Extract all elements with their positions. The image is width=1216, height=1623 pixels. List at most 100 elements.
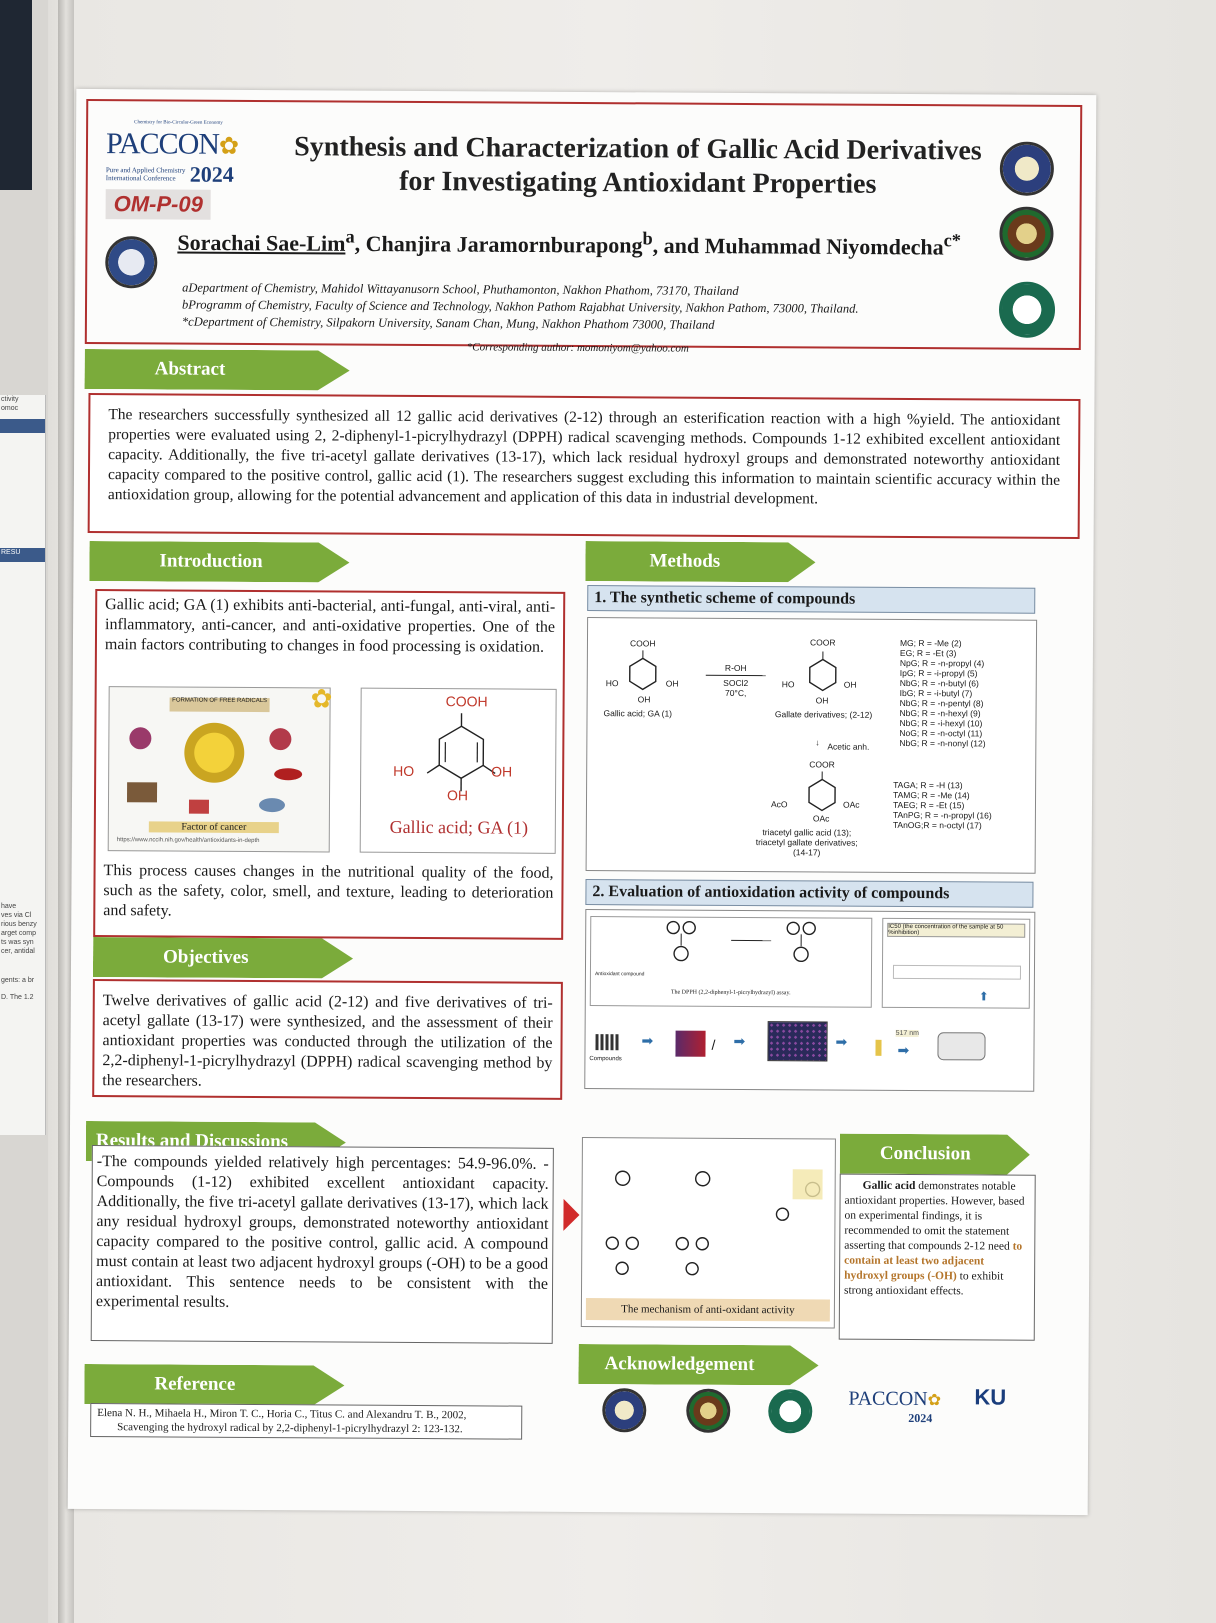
compound-item: TAEG; R = -Et (15)	[892, 799, 965, 811]
up-arrow-icon: ⬆	[978, 989, 989, 1004]
scheme-oh-2-bottom: OH	[815, 695, 829, 706]
red-arrow-icon	[563, 1198, 580, 1231]
abstract-text: The researchers successfully synthesized…	[87, 392, 1081, 540]
neighbor-text: ctivity	[1, 396, 19, 403]
down-arrow-icon: ↓	[815, 737, 820, 748]
gallic-acid-label: Gallic acid; GA (1)	[603, 708, 673, 719]
synthetic-scheme-heading: 1. The synthetic scheme of compounds	[587, 585, 1036, 614]
university-seal-icon	[999, 141, 1055, 196]
compound-item: TAMG; R = -Me (14)	[893, 789, 970, 801]
paccon-year: 2024	[189, 161, 234, 187]
neighbor-text: ts was syn	[1, 939, 34, 946]
reagent-socl2: SOCl2	[723, 677, 749, 689]
scheme-ho: HO	[605, 678, 619, 689]
dpph-solution-icon	[675, 1030, 706, 1057]
scheme-aco: AcO	[770, 799, 788, 810]
paccon-name-small: PACCON	[848, 1387, 928, 1411]
scheme-oh: OH	[665, 678, 679, 689]
university-seal-icon	[602, 1388, 647, 1433]
benzene-ring-icon	[426, 713, 496, 792]
vials-icon	[595, 1034, 620, 1051]
paccon-logo: Chemistry for Bio-Circular-Green Economy…	[106, 119, 286, 190]
spectrophotometer-icon	[937, 1032, 986, 1061]
gallate-derivatives-label: Gallate derivatives; (2-12)	[774, 709, 873, 720]
rajabhat-seal-icon	[999, 206, 1054, 261]
neighbor-text: arget comp	[1, 930, 37, 937]
mechanism-figure: The mechanism of anti-oxidant activity	[580, 1137, 836, 1329]
reaction-arrow	[705, 674, 766, 677]
fig-title: FORMATION OF FREE RADICALS	[169, 697, 270, 713]
microplate-icon	[767, 1021, 828, 1062]
scheme-oac-bottom: OAc	[812, 813, 830, 824]
smoke-icon	[188, 799, 210, 814]
reference-heading: Reference	[84, 1364, 344, 1406]
ic50-formula: IC50 (the concentration of the sample at…	[881, 917, 1031, 1009]
gallate-compound-list: MG; R = -Me (2) EG; R = -Et (3) NpG; R =…	[899, 638, 986, 749]
mechanism-label: The mechanism of anti-oxidant activity	[585, 1298, 830, 1322]
author-2-sup: b	[642, 228, 653, 249]
corresponding-author: *Corresponding author: momoniyom@yahoo.c…	[466, 341, 689, 355]
figure-source-url: https://www.nccih.nih.gov/health/antioxi…	[116, 837, 260, 845]
pipette-icon: /	[711, 1036, 716, 1053]
antioxidation-evaluation-heading: 2. Evaluation of antioxidation activity …	[585, 879, 1034, 908]
affiliation-c: *cDepartment of Chemistry, Silpakorn Uni…	[181, 314, 715, 332]
mahidol-school-seal-icon	[105, 236, 158, 289]
oh-bottom-label: OH	[446, 787, 469, 804]
abstract-heading: Abstract	[85, 349, 350, 391]
paccon-subtitle: Pure and Applied Chemistry International…	[105, 166, 186, 183]
methods-heading: Methods	[585, 541, 815, 582]
paccon-year-small: 2024	[908, 1411, 933, 1426]
introduction-text-2: This process causes changes in the nutri…	[103, 862, 554, 920]
scheme-coor-2: COOR	[809, 759, 835, 770]
gallic-acid-structure: COOH HO OH OH Gallic acid; GA (1)	[359, 687, 557, 854]
neighbor-text: have	[1, 903, 17, 910]
inhibition-formula	[892, 964, 1022, 980]
triacetyl-label-3: (14-17)	[792, 847, 821, 858]
author-1: Sorachai Sae-Lim	[177, 229, 346, 256]
neighbor-band	[0, 419, 45, 433]
cooh-label: COOH	[445, 693, 488, 710]
silpakorn-seal-icon	[768, 1389, 813, 1434]
compound-item: NbG; R = -i-hexyl (10)	[899, 717, 983, 729]
reagent-conditions: R-OH SOCl2 70°C,	[705, 663, 766, 698]
compound-item: MG; R = -Me (2)	[899, 637, 962, 649]
reaction-arrow	[731, 939, 772, 942]
conclusion-box: Gallic acid demonstrates notable antioxi…	[838, 1173, 1036, 1341]
introduction-text-1: Gallic acid; GA (1) exhibits anti-bacter…	[104, 596, 556, 656]
arrow-right-icon: ➡	[641, 1032, 654, 1049]
factor-of-cancer-label: Factor of cancer	[148, 821, 279, 834]
neighbor-text: ves via Cl	[1, 912, 32, 919]
results-text: -The compounds yielded relatively high p…	[90, 1145, 554, 1344]
compound-item: NpG; R = -n-propyl (4)	[899, 657, 985, 669]
neighbor-text: rious benzy	[1, 921, 37, 928]
triacetyl-compound-list: TAGA; R = -H (13) TAMG; R = -Me (14) TAE…	[893, 780, 992, 831]
compound-item: NbG; R = -n-butyl (6)	[899, 677, 979, 689]
triacetyl-label: triacetyl gallic acid (13); triacetyl ga…	[737, 827, 877, 858]
author-list: Sorachai Sae-Lima, Chanjira Jaramornbura…	[177, 226, 962, 260]
acknowledgement-heading: Acknowledgement	[578, 1344, 818, 1385]
compound-item: NbG; R = -n-pentyl (8)	[899, 697, 984, 709]
ho-label: HO	[393, 762, 415, 779]
oh-right-label: OH	[491, 763, 513, 780]
mechanism-molecules-icon	[605, 1169, 823, 1276]
gallate-ring-icon	[809, 651, 837, 692]
scheme-oh-bottom: OH	[637, 694, 651, 705]
compounds-label: Compounds	[589, 1056, 622, 1063]
scheme-ho-2: HO	[781, 679, 795, 690]
reference-box: Elena N. H., Mihaela H., Miron T. C., Ho…	[90, 1403, 523, 1440]
ic50-definition: IC50 (the concentration of the sample at…	[887, 922, 1026, 938]
compound-item: TAGA; R = -H (13)	[893, 779, 963, 791]
author-1-sup: a	[345, 226, 355, 247]
flower-icon: ✿	[927, 1392, 942, 1410]
neighbor-text: cer, antidal	[1, 948, 35, 955]
objectives-heading: Objectives	[93, 937, 353, 979]
synthetic-scheme: COOH HO OH OH Gallic acid; GA (1) R-OH S…	[585, 617, 1038, 874]
compound-item: NbG; R = -n-hexyl (9)	[899, 707, 981, 719]
author-2: Chanjira Jaramornburapong	[365, 230, 643, 258]
conclusion-bold: Gallic acid	[862, 1179, 916, 1193]
wall-dark-corner	[0, 0, 32, 190]
sponsor-logos: PACCON✿ 2024 KU	[578, 1382, 1046, 1445]
flower-icon: ✿	[218, 133, 240, 160]
compound-item: TAnPG; R = -n-propyl (16)	[892, 809, 992, 821]
free-radicals-figure: FORMATION OF FREE RADICALS Factor of can…	[107, 686, 331, 853]
